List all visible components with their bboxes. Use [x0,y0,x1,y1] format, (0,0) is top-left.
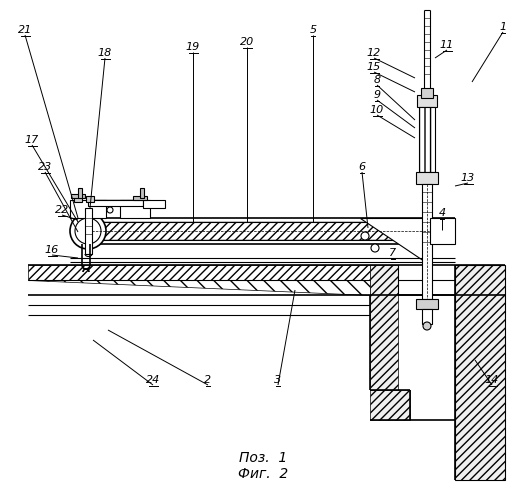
Circle shape [75,218,101,244]
Text: 18: 18 [98,48,112,58]
Text: 11: 11 [440,40,454,50]
Text: 15: 15 [367,62,381,72]
Bar [88,200,143,206]
Text: 4: 4 [438,208,445,218]
Text: 23: 23 [38,162,52,172]
Polygon shape [28,280,370,295]
Bar [78,188,82,198]
Polygon shape [143,200,165,208]
Circle shape [423,322,431,330]
Text: 17: 17 [25,135,39,145]
Text: 20: 20 [240,37,254,47]
Text: 6: 6 [358,162,366,172]
Circle shape [361,232,369,240]
Text: 10: 10 [370,105,384,115]
Text: 13: 13 [461,173,475,183]
Bar [133,196,147,200]
Bar [70,200,106,218]
Polygon shape [88,222,430,240]
Text: 9: 9 [374,90,380,100]
Bar [422,309,432,324]
Text: 21: 21 [18,25,32,35]
Polygon shape [360,218,430,265]
Text: 1: 1 [500,22,506,32]
Bar [85,208,92,254]
Circle shape [371,244,379,252]
Bar [416,299,438,309]
Bar [120,200,150,218]
Text: 5: 5 [309,25,317,35]
Polygon shape [92,200,143,206]
Bar [71,194,85,198]
Polygon shape [455,265,505,480]
Polygon shape [28,265,370,280]
Text: 2: 2 [204,375,211,385]
Bar [422,184,432,299]
Text: 12: 12 [367,48,381,58]
Text: 8: 8 [374,75,380,85]
Text: 16: 16 [45,245,59,255]
Bar [416,172,438,184]
Text: 7: 7 [389,248,396,258]
Circle shape [107,207,113,213]
Bar [74,196,82,202]
Bar [419,107,435,172]
Bar [417,95,437,107]
Text: 3: 3 [275,375,281,385]
Text: 24: 24 [146,375,160,385]
Bar [421,88,433,98]
Circle shape [70,213,106,249]
Polygon shape [370,390,410,420]
Text: 19: 19 [186,42,200,52]
Bar [140,188,144,198]
Text: 14: 14 [485,375,499,385]
Text: Поз.  1: Поз. 1 [239,451,287,465]
Polygon shape [370,265,398,390]
Bar [430,218,455,244]
Bar [86,196,94,202]
Text: Фиг.  2: Фиг. 2 [238,467,288,481]
Text: 22: 22 [55,205,69,215]
